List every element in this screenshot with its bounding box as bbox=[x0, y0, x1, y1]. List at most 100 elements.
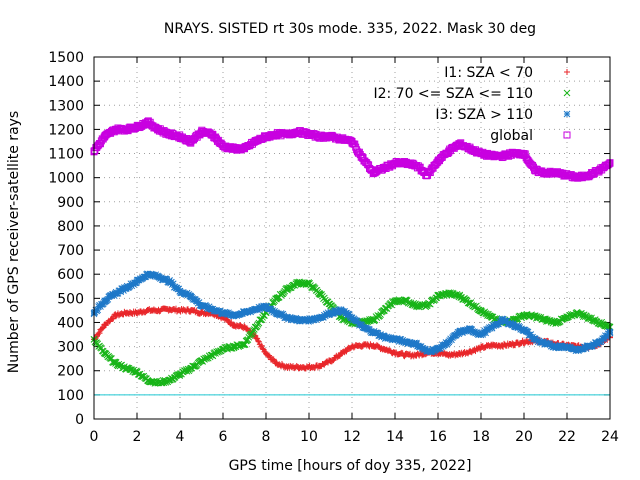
data-point bbox=[370, 328, 377, 336]
data-point bbox=[166, 306, 173, 313]
y-tick-label: 900 bbox=[57, 195, 84, 211]
data-point bbox=[284, 314, 291, 321]
data-point bbox=[251, 305, 259, 313]
y-tick-label: 0 bbox=[75, 412, 84, 428]
x-tick-label: 10 bbox=[300, 429, 318, 445]
legend-label: global bbox=[490, 128, 533, 144]
data-point bbox=[241, 340, 248, 348]
data-point bbox=[434, 345, 442, 353]
data-point bbox=[208, 130, 216, 138]
y-tick-label: 600 bbox=[57, 267, 84, 283]
data-point bbox=[155, 307, 162, 314]
series-i2-70-sza-110 bbox=[90, 278, 614, 387]
data-point bbox=[563, 343, 571, 350]
data-point bbox=[101, 321, 108, 328]
data-point bbox=[380, 333, 388, 341]
data-point bbox=[542, 169, 549, 177]
x-tick-label: 16 bbox=[429, 429, 447, 445]
legend: I1: SZA < 70 I2: 70 <= SZA <= 110 I3: SZA … bbox=[373, 65, 571, 144]
legend-label: I3: SZA > 110 bbox=[435, 107, 533, 123]
data-point bbox=[144, 377, 152, 384]
data-point bbox=[370, 169, 377, 177]
data-point bbox=[509, 150, 517, 158]
data-point bbox=[466, 299, 474, 307]
data-point bbox=[316, 314, 324, 321]
data-point bbox=[585, 343, 592, 350]
data-point bbox=[327, 309, 334, 317]
x-axis-label: GPS time [hours of doy 335, 2022] bbox=[229, 458, 472, 474]
data-point bbox=[198, 128, 205, 136]
y-tick-label: 200 bbox=[57, 364, 84, 380]
data-point bbox=[294, 316, 302, 324]
data-point bbox=[251, 137, 259, 145]
x-tick-label: 18 bbox=[472, 429, 490, 445]
data-point bbox=[423, 348, 431, 355]
data-point bbox=[456, 328, 463, 336]
data-point bbox=[155, 125, 162, 133]
data-point bbox=[466, 326, 474, 334]
legend-label: I2: 70 <= SZA <= 110 bbox=[373, 86, 533, 102]
data-point bbox=[370, 342, 377, 349]
data-point bbox=[531, 166, 539, 174]
data-point bbox=[133, 368, 141, 376]
data-point bbox=[241, 324, 248, 331]
data-point bbox=[520, 150, 528, 158]
data-point bbox=[585, 314, 592, 321]
data-point bbox=[552, 169, 560, 177]
data-point bbox=[574, 309, 582, 317]
data-point bbox=[284, 285, 291, 293]
data-point bbox=[380, 164, 388, 172]
x-tick-label: 4 bbox=[176, 429, 185, 445]
data-point bbox=[241, 309, 248, 317]
data-point bbox=[273, 130, 281, 138]
data-point bbox=[133, 278, 141, 285]
data-point bbox=[187, 137, 195, 145]
data-point bbox=[563, 171, 571, 179]
data-point bbox=[155, 273, 162, 280]
data-point bbox=[520, 326, 528, 334]
data-point bbox=[445, 147, 453, 155]
legend-marker bbox=[563, 131, 571, 139]
data-point bbox=[391, 336, 399, 343]
data-point bbox=[552, 319, 560, 326]
y-tick-label: 1100 bbox=[48, 147, 84, 163]
data-point bbox=[176, 133, 184, 141]
x-tick-label: 20 bbox=[515, 429, 533, 445]
data-point bbox=[284, 364, 291, 371]
plot-frame bbox=[93, 56, 611, 420]
data-point bbox=[305, 280, 313, 288]
data-point bbox=[499, 152, 506, 160]
data-point bbox=[456, 292, 463, 300]
x-tick-label: 2 bbox=[133, 429, 142, 445]
y-tick-label: 500 bbox=[57, 291, 84, 307]
data-point bbox=[552, 343, 560, 350]
data-point bbox=[413, 162, 420, 170]
data-point bbox=[392, 349, 398, 356]
data-point bbox=[273, 294, 281, 302]
y-tick-label: 1200 bbox=[48, 122, 84, 138]
data-point bbox=[488, 342, 495, 349]
data-point bbox=[445, 290, 453, 297]
data-point bbox=[123, 309, 130, 316]
data-point bbox=[478, 344, 484, 351]
data-point bbox=[413, 302, 420, 309]
data-point bbox=[542, 340, 549, 348]
y-tick-label: 1400 bbox=[48, 74, 84, 90]
data-point bbox=[306, 364, 312, 371]
data-point bbox=[122, 364, 130, 372]
data-point bbox=[305, 316, 313, 324]
legend-marker bbox=[564, 69, 570, 75]
data-point bbox=[294, 128, 302, 136]
x-tick-label: 12 bbox=[343, 429, 361, 445]
data-point bbox=[327, 358, 334, 365]
data-point bbox=[467, 348, 474, 355]
data-point bbox=[165, 278, 173, 285]
data-point bbox=[337, 135, 345, 143]
x-tick-label: 14 bbox=[386, 429, 404, 445]
axis-ticks: 0 2 4 6 8 10 12 14 16 18 20 22 240100200300400500600… bbox=[48, 50, 619, 445]
data-point bbox=[563, 314, 571, 321]
data-point bbox=[198, 302, 205, 309]
data-point bbox=[112, 360, 119, 367]
data-point bbox=[391, 297, 399, 305]
y-tick-label: 800 bbox=[57, 219, 84, 235]
